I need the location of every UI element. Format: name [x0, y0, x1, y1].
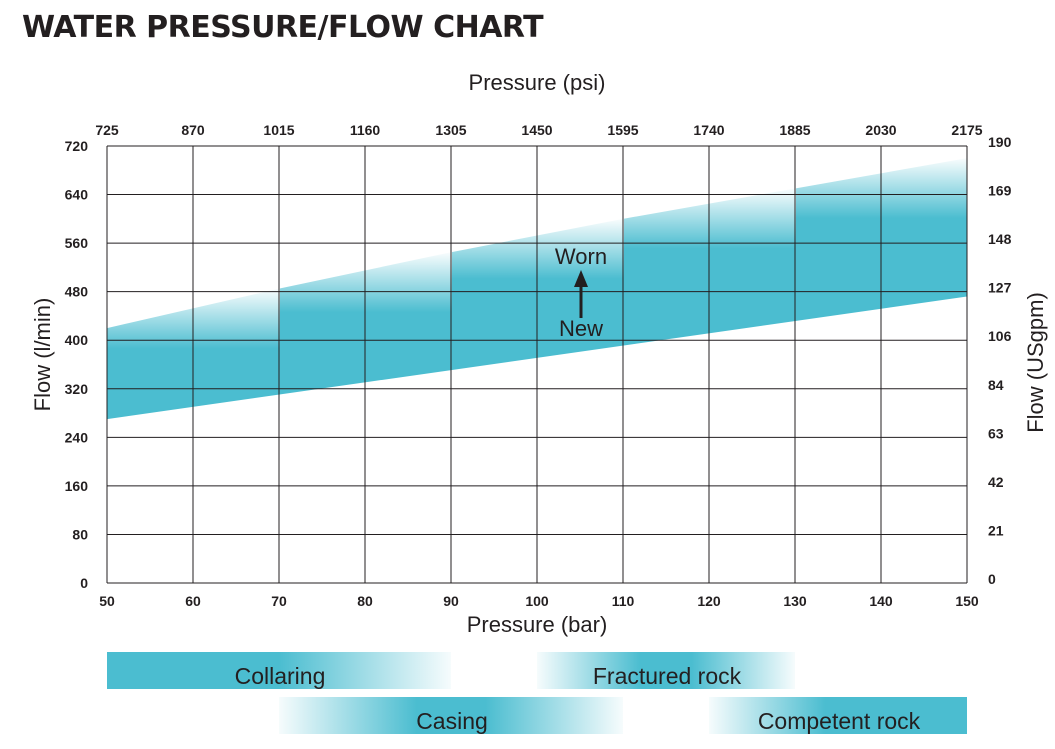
chart-grid: [106, 145, 968, 584]
y-tick-label: 0: [80, 575, 88, 591]
x2-tick-label: 1160: [350, 122, 381, 138]
worn-new-annotation: Worn New: [555, 244, 607, 341]
arrow-up-icon: [574, 270, 588, 287]
range-bar: [279, 697, 623, 734]
y2-tick-label: 106: [988, 328, 1012, 344]
y2-tick-label: 148: [988, 231, 1012, 247]
x-axis-title: Pressure (bar): [467, 612, 608, 637]
y2-tick-label: 169: [988, 183, 1012, 199]
x2-tick-label: 2030: [865, 122, 896, 138]
y2-tick-label: 0: [988, 571, 996, 587]
x2-axis-title: Pressure (psi): [469, 70, 606, 95]
x-tick-label: 150: [955, 593, 979, 609]
range-label: Competent rock: [758, 708, 921, 734]
x2-tick-label: 725: [95, 122, 119, 138]
y2-tick-label: 21: [988, 522, 1004, 538]
x2-tick-label: 1885: [779, 122, 810, 138]
y2-axis-title: Flow (USgpm): [1023, 292, 1048, 433]
range-label: Casing: [416, 708, 488, 734]
rock-ranges: Collaring Fractured rock Casing Competent r…: [107, 652, 967, 734]
x2-tick-label: 1595: [607, 122, 638, 138]
x-tick-label: 140: [869, 593, 893, 609]
y-tick-label: 640: [65, 187, 89, 203]
worn-label: Worn: [555, 244, 607, 269]
y-tick-label: 480: [65, 284, 89, 300]
x2-tick-label: 2175: [951, 122, 982, 138]
range-label: Collaring: [235, 663, 326, 689]
x2-tick-label: 1305: [435, 122, 466, 138]
y-tick-label: 720: [65, 138, 89, 154]
y2-tick-label: 190: [988, 134, 1012, 150]
y-tick-label: 240: [65, 429, 89, 445]
x2-tick-label: 870: [181, 122, 205, 138]
range-bar: [709, 697, 967, 734]
y-tick-label: 320: [65, 381, 89, 397]
y-tick-label: 560: [65, 235, 89, 251]
x-tick-label: 90: [443, 593, 459, 609]
x-tick-label: 110: [612, 593, 635, 609]
x-tick-label: 50: [99, 593, 115, 609]
y2-tick-label: 42: [988, 474, 1004, 490]
new-label: New: [559, 316, 603, 341]
range-label: Fractured rock: [593, 663, 742, 689]
y2-tick-label: 63: [988, 425, 1004, 441]
y-tick-label: 400: [65, 332, 89, 348]
range-bar: [537, 652, 795, 689]
x-tick-label: 60: [185, 593, 201, 609]
y-axis-title: Flow (l/min): [30, 298, 55, 412]
x2-tick-label: 1450: [521, 122, 552, 138]
x-tick-label: 70: [271, 593, 287, 609]
x2-tick-label: 1015: [263, 122, 294, 138]
x2-tick-label: 1740: [693, 122, 724, 138]
range-bar: [107, 652, 451, 689]
y-tick-label: 160: [65, 478, 89, 494]
x-tick-label: 100: [525, 593, 549, 609]
y-tick-label: 80: [72, 526, 88, 542]
y2-tick-label: 127: [988, 280, 1012, 296]
x-tick-label: 130: [783, 593, 807, 609]
y2-tick-label: 84: [988, 377, 1004, 393]
x-tick-label: 120: [697, 593, 721, 609]
axis-ticks: 50 60 70 80 90 100 110 120 130 140 150 725 870 1015 11…: [65, 122, 1012, 609]
x-tick-label: 80: [357, 593, 373, 609]
chart-title: WATER PRESSURE/FLOW CHART: [22, 10, 544, 45]
